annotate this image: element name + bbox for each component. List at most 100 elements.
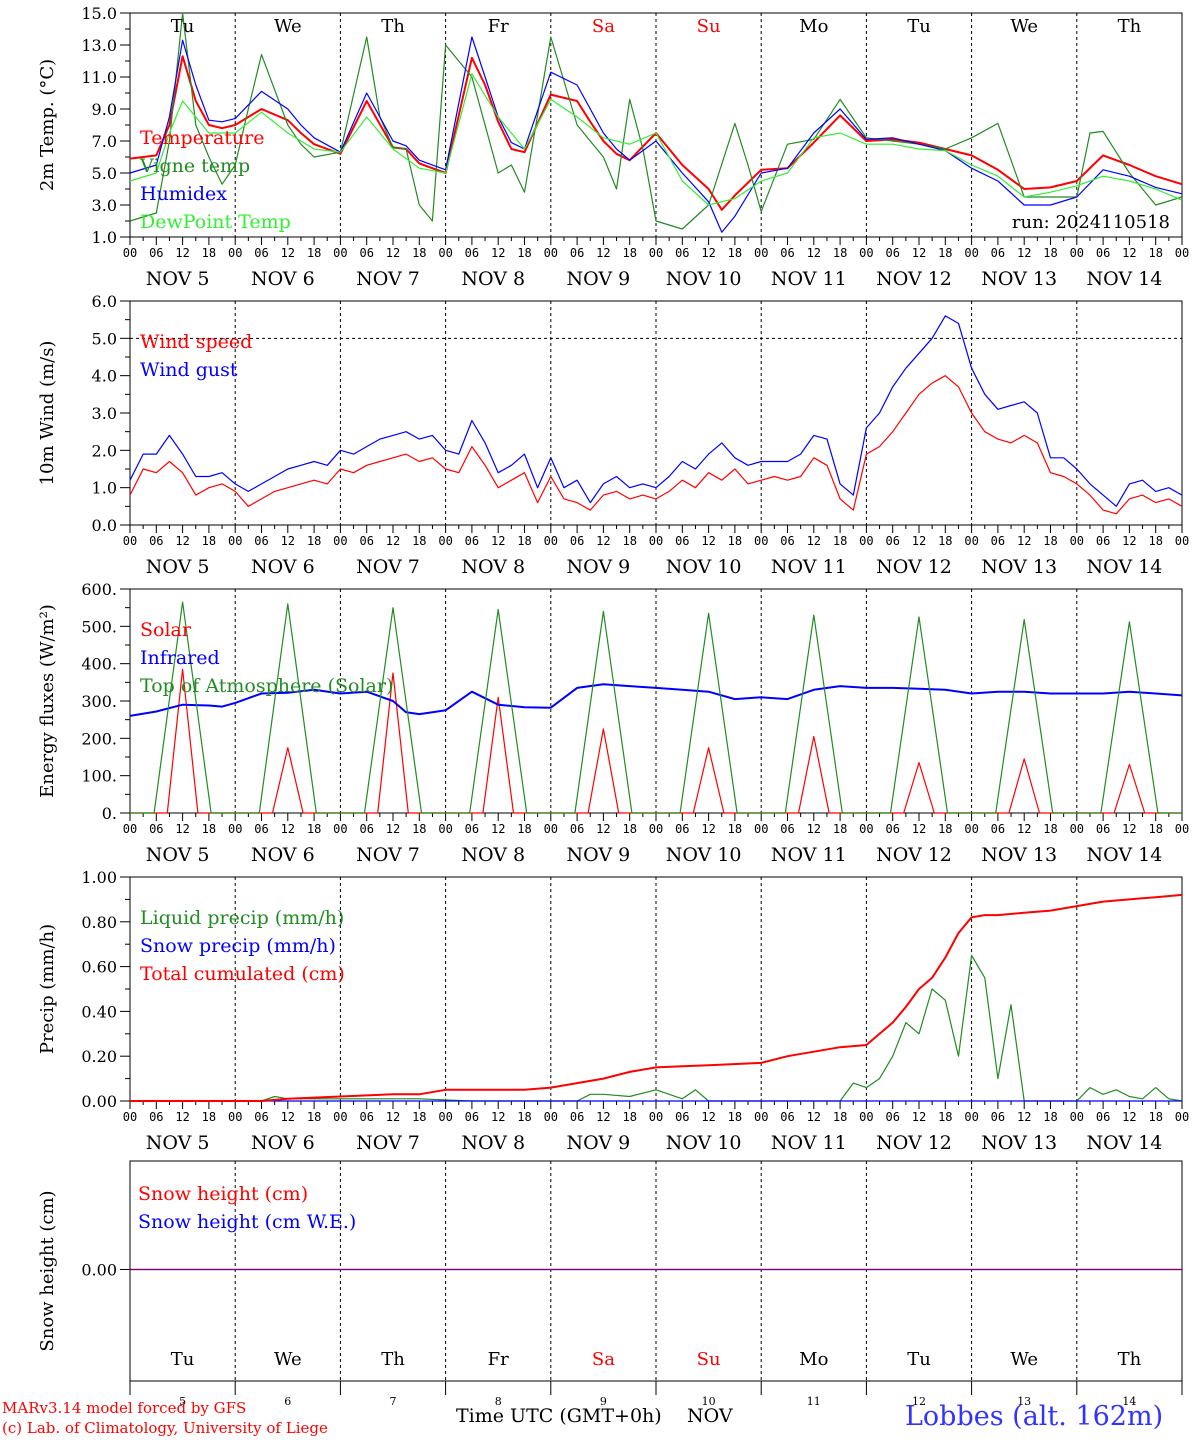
x-tick-label: 18 <box>1148 822 1162 836</box>
x-tick-label: 18 <box>517 246 531 260</box>
date-label: NOV 6 <box>251 1132 315 1154</box>
y-axis-title: 10m Wind (m/s) <box>37 341 58 486</box>
x-tick-label: 18 <box>517 534 531 548</box>
date-label: NOV 13 <box>981 556 1057 578</box>
y-tick-label: 0.0 <box>92 516 117 535</box>
legend-entry: Wind gust <box>140 359 238 381</box>
y-tick-label: 0. <box>102 804 117 823</box>
day-number-label: 8 <box>495 1395 502 1408</box>
day-number-label: 7 <box>390 1395 397 1408</box>
y-tick-label: 500. <box>81 617 117 636</box>
date-label: NOV 5 <box>146 1132 210 1154</box>
x-tick-label: 00 <box>754 1110 768 1124</box>
x-tick-label: 12 <box>701 822 715 836</box>
series-line-temperature <box>129 55 1183 211</box>
weekday-label: We <box>1010 16 1038 37</box>
x-tick-label: 12 <box>596 822 610 836</box>
x-tick-label: 06 <box>780 534 794 548</box>
weekday-label: Tu <box>171 1349 195 1370</box>
date-label: NOV 7 <box>356 1132 420 1154</box>
weekday-label: Fr <box>488 1349 509 1370</box>
x-tick-label: 06 <box>254 822 268 836</box>
x-tick-label: 00 <box>1175 1110 1189 1124</box>
x-tick-label: 12 <box>491 534 505 548</box>
x-tick-label: 18 <box>202 534 216 548</box>
x-tick-label: 18 <box>1043 822 1057 836</box>
x-tick-label: 06 <box>885 822 899 836</box>
panel-2 <box>120 300 1183 533</box>
x-tick-label: 18 <box>622 1110 636 1124</box>
y-tick-label: 0.80 <box>81 913 117 932</box>
date-label: NOV 8 <box>461 268 525 290</box>
series-line-vigne-temp <box>129 12 1183 230</box>
x-tick-label: 18 <box>1043 534 1057 548</box>
x-tick-label: 00 <box>649 822 663 836</box>
x-tick-label: 00 <box>859 246 873 260</box>
x-tick-label: 00 <box>544 246 558 260</box>
legend-entry: Humidex <box>140 183 227 205</box>
x-tick-label: 00 <box>964 1110 978 1124</box>
x-tick-label: 18 <box>1148 534 1162 548</box>
weekday-label: Su <box>697 16 721 37</box>
weekday-label: Su <box>697 1349 721 1370</box>
y-tick-label: 6.0 <box>92 292 117 311</box>
x-tick-label: 00 <box>228 1110 242 1124</box>
date-label: NOV 13 <box>981 1132 1057 1154</box>
x-tick-label: 00 <box>1175 246 1189 260</box>
x-tick-label: 06 <box>1096 246 1110 260</box>
run-label: run: 2024110518 <box>1012 212 1170 233</box>
y-tick-label: 0.40 <box>81 1002 117 1021</box>
date-label: NOV 11 <box>771 556 847 578</box>
x-tick-label: 12 <box>386 246 400 260</box>
weekday-label: We <box>1010 1349 1038 1370</box>
day-number-label: 10 <box>702 1395 716 1408</box>
x-tick-label: 06 <box>149 822 163 836</box>
x-tick-label: 18 <box>202 822 216 836</box>
series-line-dewpoint-temp <box>129 73 1183 206</box>
date-label: NOV 14 <box>1086 1132 1162 1154</box>
x-tick-label: 12 <box>912 822 926 836</box>
x-tick-label: 12 <box>912 534 926 548</box>
y-tick-label: 5.0 <box>92 164 117 183</box>
x-tick-label: 06 <box>254 246 268 260</box>
x-tick-label: 12 <box>1017 822 1031 836</box>
x-tick-label: 06 <box>675 246 689 260</box>
y-tick-label: 3.0 <box>92 404 117 423</box>
x-tick-label: 18 <box>938 246 952 260</box>
date-label: NOV 14 <box>1086 268 1162 290</box>
x-tick-label: 12 <box>175 534 189 548</box>
weekday-label: We <box>274 1349 302 1370</box>
date-label: NOV 5 <box>146 556 210 578</box>
x-tick-label: 12 <box>491 1110 505 1124</box>
weekday-label: Tu <box>907 16 931 37</box>
x-tick-label: 00 <box>333 534 347 548</box>
x-tick-label: 00 <box>333 246 347 260</box>
x-tick-label: 12 <box>807 822 821 836</box>
x-tick-label: 18 <box>307 1110 321 1124</box>
x-tick-label: 06 <box>991 534 1005 548</box>
y-tick-label: 13.0 <box>81 36 117 55</box>
legend-entry: Snow height (cm) <box>138 1183 308 1205</box>
y-axis-title: Precip (mm/h) <box>37 924 58 1054</box>
date-label: NOV 5 <box>146 844 210 866</box>
x-tick-label: 00 <box>438 534 452 548</box>
x-tick-label: 00 <box>438 1110 452 1124</box>
day-number-label: 14 <box>1122 1395 1136 1408</box>
date-label: NOV 7 <box>356 268 420 290</box>
x-tick-label: 18 <box>622 822 636 836</box>
x-tick-label: 06 <box>675 534 689 548</box>
x-tick-label: 06 <box>465 822 479 836</box>
x-tick-label: 18 <box>412 822 426 836</box>
x-tick-label: 12 <box>281 246 295 260</box>
x-tick-label: 18 <box>938 822 952 836</box>
x-tick-label: 12 <box>807 534 821 548</box>
x-tick-label: 18 <box>833 1110 847 1124</box>
y-tick-label: 4.0 <box>92 367 117 386</box>
legend-entry: Wind speed <box>140 331 252 353</box>
y-tick-label: 1.0 <box>92 228 117 247</box>
y-tick-label: 9.0 <box>92 100 117 119</box>
date-label: NOV 12 <box>876 844 952 866</box>
x-tick-label: 06 <box>359 1110 373 1124</box>
x-tick-label: 12 <box>701 534 715 548</box>
